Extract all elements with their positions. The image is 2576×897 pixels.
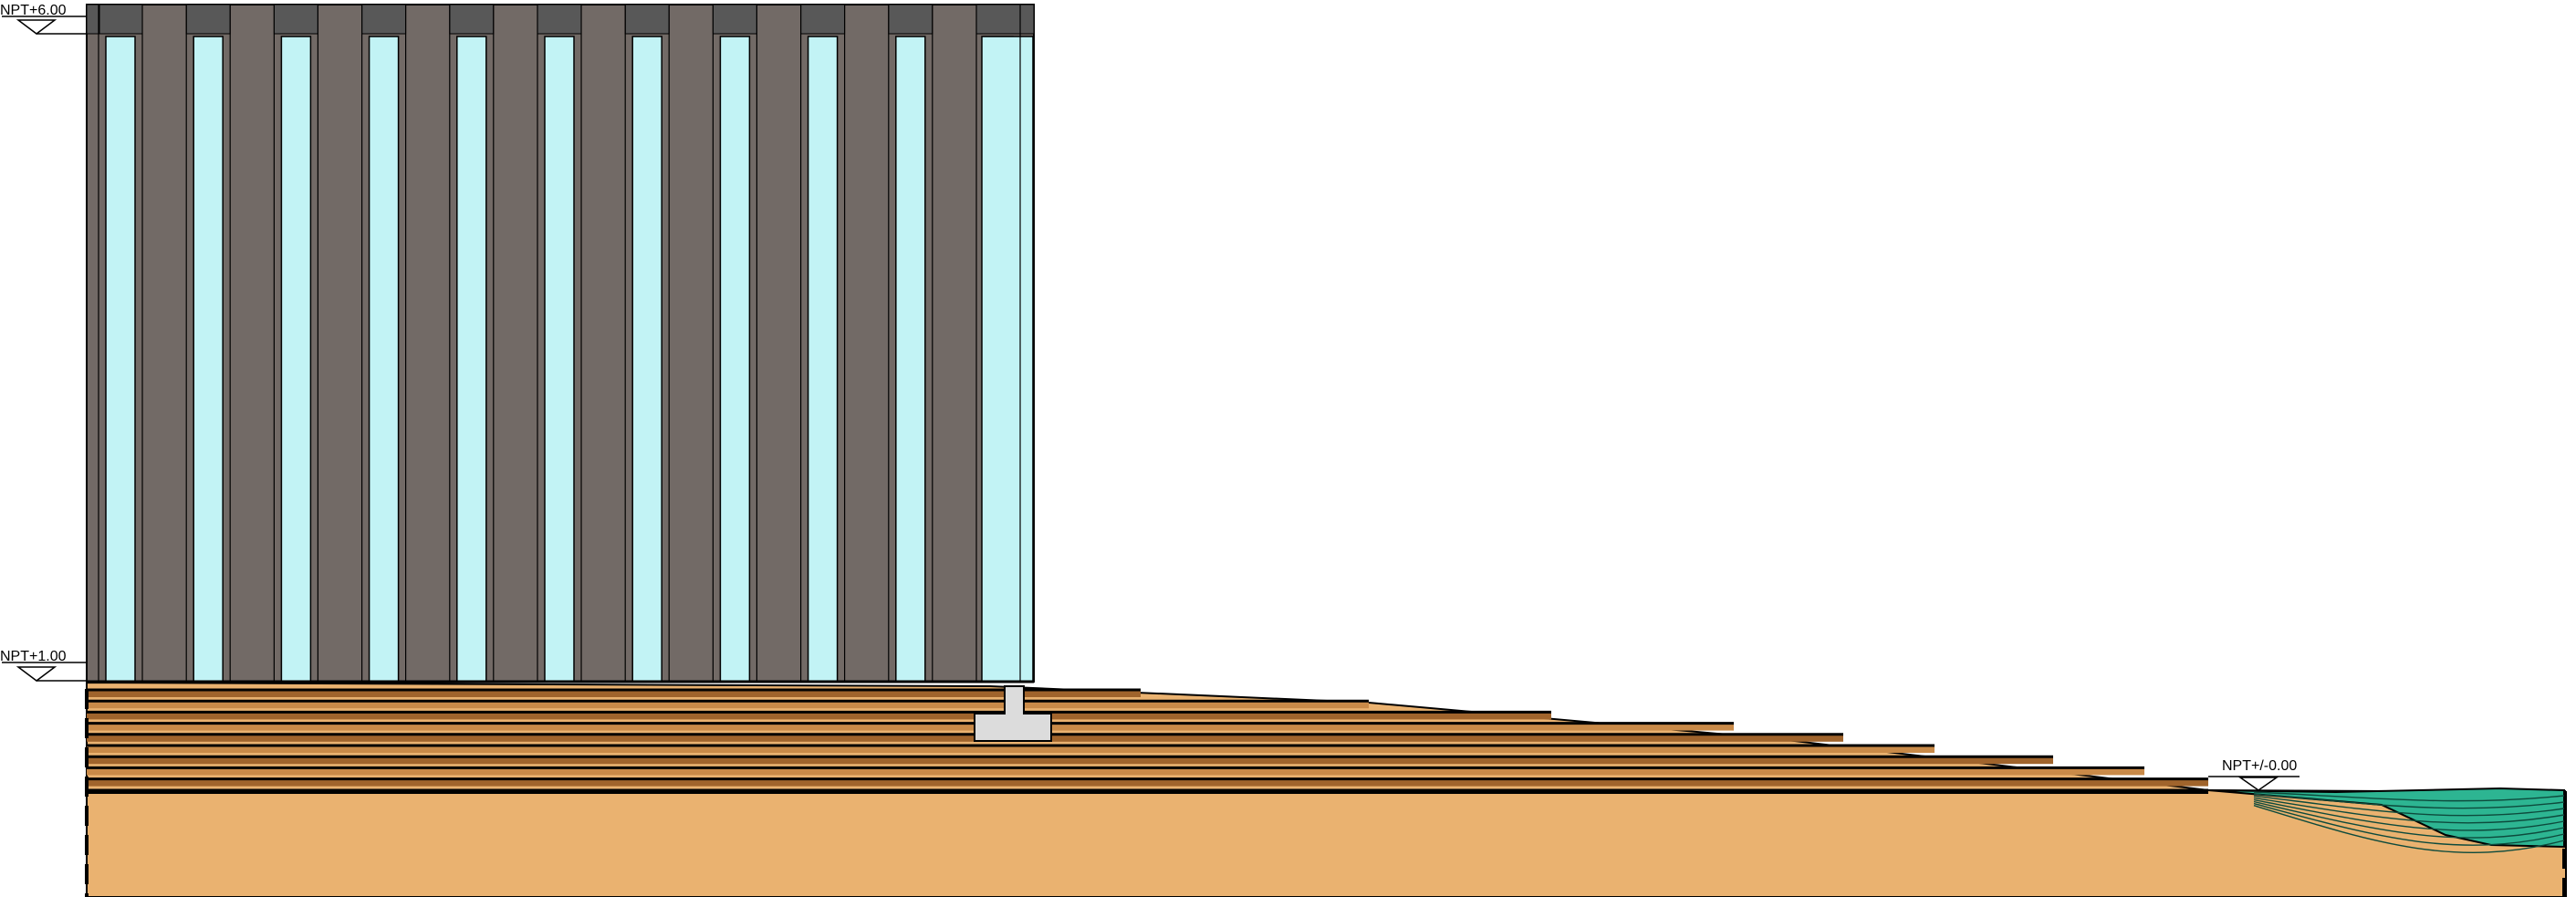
window-strip bbox=[105, 36, 136, 683]
parapet-cap bbox=[185, 4, 231, 35]
water-contour-line bbox=[2253, 791, 2565, 802]
fin-outlines bbox=[98, 5, 1021, 682]
window-strip bbox=[719, 36, 751, 683]
window-strips bbox=[105, 36, 1034, 683]
parapet-cap bbox=[712, 4, 757, 35]
level-marker-zero: NPT+/-0.00 bbox=[2208, 758, 2300, 791]
terrain bbox=[85, 681, 2567, 897]
level-marker-top: NPT+6.00 bbox=[0, 3, 87, 35]
fill-layer-band bbox=[87, 756, 2053, 765]
window-strip bbox=[807, 36, 839, 683]
parapet-cap bbox=[888, 4, 933, 35]
window-strip bbox=[631, 36, 662, 683]
parapet-cap bbox=[273, 4, 318, 35]
water-contour-lines bbox=[2253, 791, 2565, 853]
parapet-cap bbox=[361, 4, 407, 35]
water-body bbox=[2207, 787, 2565, 853]
level-triangle-icon bbox=[16, 666, 57, 682]
parapet-cap bbox=[98, 4, 143, 35]
parapet-cap bbox=[449, 4, 495, 35]
level-label-zero: NPT+/-0.00 bbox=[2222, 758, 2297, 774]
fill-layer-band bbox=[87, 746, 1935, 753]
fill-layer-band bbox=[87, 712, 1551, 720]
parapet-cap bbox=[975, 4, 1035, 35]
building-facade bbox=[86, 4, 1035, 683]
window-strip bbox=[895, 36, 926, 683]
level-triangle-icon bbox=[16, 19, 57, 35]
level-label-ground: NPT+1.00 bbox=[0, 649, 67, 664]
water-contour-line bbox=[2253, 793, 2565, 809]
water-contour-line bbox=[2253, 798, 2565, 831]
window-strip-end bbox=[981, 36, 1034, 683]
fill-layers bbox=[87, 688, 2208, 794]
water-contour-line bbox=[2253, 795, 2565, 817]
parapet-cap bbox=[624, 4, 670, 35]
water-contour-line bbox=[2253, 802, 2565, 846]
water-contour-line bbox=[2253, 800, 2565, 839]
level-marker-ground: NPT+1.00 bbox=[0, 649, 87, 682]
fill-layer-band bbox=[87, 734, 1843, 742]
window-strip bbox=[280, 36, 312, 683]
fill-layer-band bbox=[87, 701, 1369, 709]
level-triangle-icon bbox=[2237, 777, 2279, 791]
level-label-top: NPT+6.00 bbox=[0, 3, 67, 18]
foundation-footing bbox=[974, 685, 1052, 742]
fill-layer-band bbox=[87, 778, 2208, 787]
fill-layer-base bbox=[87, 790, 2208, 794]
window-strip bbox=[193, 36, 224, 683]
parapet-cap bbox=[537, 4, 582, 35]
parapet-caps bbox=[86, 4, 1035, 35]
fill-layer-band bbox=[87, 723, 1734, 731]
fill-layer-band bbox=[87, 767, 2144, 776]
water-contour-line bbox=[2253, 797, 2565, 824]
window-strip bbox=[544, 36, 575, 683]
window-strip bbox=[368, 36, 400, 683]
parapet-cap bbox=[800, 4, 846, 35]
water-fill bbox=[2207, 787, 2565, 849]
footing-shape bbox=[974, 685, 1052, 742]
window-strip bbox=[456, 36, 487, 683]
water-contour-line bbox=[2253, 805, 2565, 853]
parapet-cap bbox=[86, 4, 100, 35]
fill-layer-band bbox=[87, 690, 1141, 697]
